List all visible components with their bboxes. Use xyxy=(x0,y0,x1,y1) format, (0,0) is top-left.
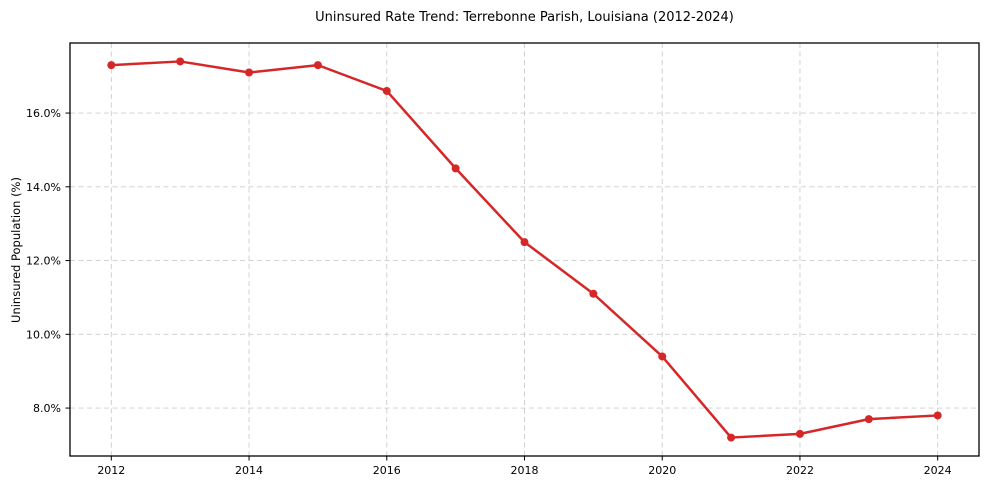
x-tick-label: 2018 xyxy=(511,464,539,477)
data-point xyxy=(658,352,667,361)
x-tick-label: 2022 xyxy=(786,464,814,477)
x-tick-label: 2020 xyxy=(648,464,676,477)
x-tick-label: 2016 xyxy=(373,464,401,477)
data-point xyxy=(520,238,529,247)
data-point xyxy=(864,415,873,424)
data-point xyxy=(727,433,736,442)
y-tick-label: 12.0% xyxy=(26,255,61,268)
data-point xyxy=(313,61,322,70)
x-tick-label: 2014 xyxy=(235,464,263,477)
chart-title: Uninsured Rate Trend: Terrebonne Parish,… xyxy=(315,10,734,25)
x-tick-label: 2012 xyxy=(97,464,125,477)
data-point xyxy=(795,429,804,438)
data-point xyxy=(107,61,116,70)
data-point xyxy=(382,86,391,95)
y-tick-label: 14.0% xyxy=(26,181,61,194)
data-point xyxy=(176,57,185,66)
y-tick-label: 10.0% xyxy=(26,328,61,341)
data-point xyxy=(933,411,942,420)
data-point xyxy=(589,289,598,298)
x-tick-label: 2024 xyxy=(924,464,952,477)
y-tick-label: 16.0% xyxy=(26,107,61,120)
data-point xyxy=(245,68,254,77)
data-point xyxy=(451,164,460,173)
y-tick-label: 8.0% xyxy=(33,402,61,415)
